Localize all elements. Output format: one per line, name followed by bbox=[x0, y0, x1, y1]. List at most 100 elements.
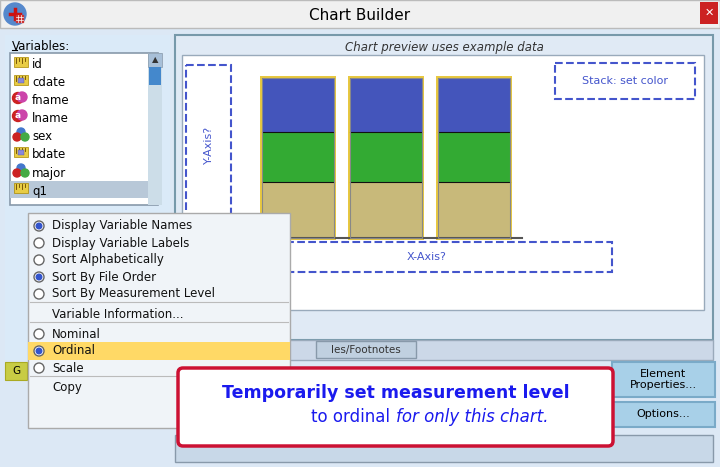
Circle shape bbox=[17, 128, 25, 136]
Bar bbox=[612, 362, 715, 397]
Circle shape bbox=[36, 223, 42, 229]
Text: Options...: Options... bbox=[636, 409, 690, 419]
Circle shape bbox=[34, 289, 44, 299]
Text: major: major bbox=[32, 167, 66, 179]
Text: Temporarily set measurement level: Temporarily set measurement level bbox=[222, 384, 570, 402]
Circle shape bbox=[21, 169, 29, 177]
Bar bbox=[5, 35, 170, 455]
Bar bbox=[262, 182, 334, 238]
Bar bbox=[260, 76, 336, 240]
Text: Sort By File Order: Sort By File Order bbox=[52, 270, 156, 283]
FancyBboxPatch shape bbox=[178, 368, 613, 446]
Bar bbox=[28, 213, 290, 428]
Text: ▲: ▲ bbox=[152, 56, 158, 64]
Bar bbox=[148, 53, 162, 205]
Bar bbox=[186, 65, 231, 225]
Circle shape bbox=[17, 110, 27, 120]
Text: les/Footnotes: les/Footnotes bbox=[331, 345, 401, 355]
Circle shape bbox=[13, 169, 21, 177]
Bar bbox=[350, 78, 422, 238]
Circle shape bbox=[34, 363, 44, 373]
Text: ✕: ✕ bbox=[704, 8, 714, 18]
Text: X-Axis?: X-Axis? bbox=[407, 252, 447, 262]
Text: Ordinal: Ordinal bbox=[52, 345, 95, 358]
Text: sex: sex bbox=[32, 130, 52, 143]
Circle shape bbox=[12, 111, 24, 121]
Text: a: a bbox=[15, 112, 21, 120]
Circle shape bbox=[21, 133, 29, 141]
Bar bbox=[149, 67, 161, 85]
Bar bbox=[18, 150, 24, 155]
Bar bbox=[28, 342, 290, 360]
Text: cdate: cdate bbox=[32, 77, 65, 90]
Bar bbox=[262, 133, 334, 182]
Circle shape bbox=[34, 346, 44, 356]
Circle shape bbox=[12, 92, 24, 104]
Text: Element: Element bbox=[640, 369, 686, 379]
Text: Sort By Measurement Level: Sort By Measurement Level bbox=[52, 288, 215, 300]
Circle shape bbox=[36, 348, 42, 354]
Circle shape bbox=[34, 255, 44, 265]
Text: Scale: Scale bbox=[52, 361, 84, 375]
Bar bbox=[555, 63, 695, 99]
Bar bbox=[262, 78, 334, 238]
Text: bdate: bdate bbox=[32, 149, 66, 162]
Text: Stack: set color: Stack: set color bbox=[582, 76, 668, 86]
Text: to ordinal: to ordinal bbox=[311, 408, 395, 426]
Bar bbox=[5, 362, 27, 380]
Circle shape bbox=[34, 272, 44, 282]
Text: fname: fname bbox=[32, 94, 70, 107]
Text: Properties...: Properties... bbox=[629, 380, 696, 390]
Bar bbox=[242, 242, 612, 272]
Text: Sort Alphabetically: Sort Alphabetically bbox=[52, 254, 164, 267]
Bar bbox=[14, 183, 28, 193]
Bar bbox=[438, 78, 510, 238]
Bar bbox=[0, 360, 720, 467]
Bar bbox=[0, 0, 720, 28]
Text: Ctrl+C: Ctrl+C bbox=[245, 383, 282, 393]
Bar bbox=[16, 15, 23, 22]
Bar bbox=[18, 78, 24, 83]
Bar bbox=[348, 76, 424, 240]
Bar bbox=[10, 181, 148, 198]
Text: Variable Information...: Variable Information... bbox=[52, 307, 184, 320]
Bar bbox=[262, 78, 334, 133]
Circle shape bbox=[17, 92, 27, 102]
Bar bbox=[438, 133, 510, 182]
Bar bbox=[350, 78, 422, 133]
Text: a: a bbox=[15, 93, 21, 102]
Text: Chart Builder: Chart Builder bbox=[310, 7, 410, 22]
Bar bbox=[700, 2, 718, 24]
Text: Copy: Copy bbox=[52, 382, 82, 395]
Bar bbox=[436, 76, 512, 240]
Bar bbox=[350, 133, 422, 182]
Circle shape bbox=[36, 274, 42, 280]
Bar bbox=[175, 35, 713, 340]
Circle shape bbox=[34, 221, 44, 231]
Circle shape bbox=[34, 329, 44, 339]
Bar bbox=[182, 55, 704, 310]
Text: G: G bbox=[12, 366, 20, 376]
Bar bbox=[612, 402, 715, 427]
Text: Display Variable Names: Display Variable Names bbox=[52, 219, 192, 233]
Text: Nominal: Nominal bbox=[52, 327, 101, 340]
Circle shape bbox=[13, 133, 21, 141]
Bar bbox=[438, 78, 510, 133]
Text: Y-Axis?: Y-Axis? bbox=[204, 126, 214, 164]
Bar bbox=[14, 57, 28, 67]
Text: Variables:: Variables: bbox=[12, 41, 71, 54]
Text: q1: q1 bbox=[32, 184, 47, 198]
Circle shape bbox=[4, 3, 26, 25]
Bar bbox=[438, 182, 510, 238]
Circle shape bbox=[17, 164, 25, 172]
Bar bbox=[175, 340, 713, 360]
Text: lname: lname bbox=[32, 113, 69, 126]
Circle shape bbox=[34, 238, 44, 248]
Bar bbox=[350, 182, 422, 238]
Bar bbox=[10, 53, 158, 205]
Text: Display Variable Labels: Display Variable Labels bbox=[52, 236, 189, 249]
Bar bbox=[148, 53, 162, 67]
Text: id: id bbox=[32, 58, 43, 71]
Bar bbox=[14, 147, 28, 157]
Text: for only this chart.: for only this chart. bbox=[395, 408, 548, 426]
